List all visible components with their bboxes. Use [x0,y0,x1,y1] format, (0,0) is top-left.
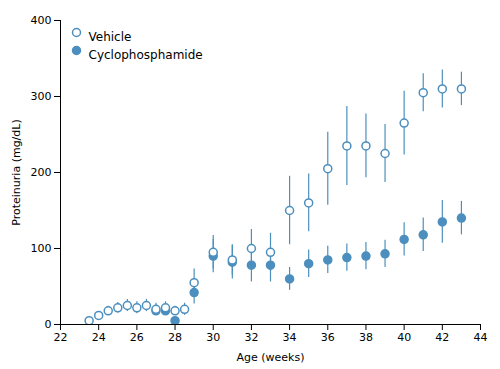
svg-text:36: 36 [321,331,335,344]
svg-text:38: 38 [359,331,373,344]
svg-text:32: 32 [244,331,258,344]
svg-text:Age (weeks): Age (weeks) [237,351,305,364]
svg-text:Vehicle: Vehicle [89,30,132,44]
svg-text:300: 300 [31,90,52,103]
svg-text:Proteinuria (mg/dL): Proteinuria (mg/dL) [10,119,23,225]
svg-text:200: 200 [31,166,52,179]
svg-text:Cyclophosphamide: Cyclophosphamide [89,48,203,62]
svg-text:22: 22 [54,331,68,344]
svg-text:400: 400 [31,14,52,27]
svg-text:100: 100 [31,242,52,255]
svg-text:44: 44 [474,331,488,344]
svg-text:34: 34 [283,331,297,344]
svg-text:40: 40 [397,331,411,344]
svg-text:0: 0 [45,318,52,331]
svg-text:26: 26 [130,331,144,344]
svg-text:24: 24 [92,331,106,344]
svg-text:28: 28 [168,331,182,344]
svg-text:42: 42 [435,331,449,344]
svg-text:30: 30 [206,331,220,344]
